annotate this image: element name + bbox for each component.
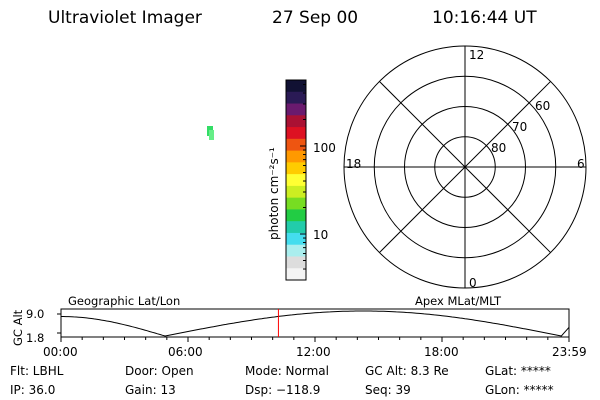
colorbar-segment xyxy=(286,115,306,128)
colorbar-segment xyxy=(286,232,306,246)
status-gain: Gain: 13 xyxy=(125,383,176,397)
colorbar-segment xyxy=(286,162,306,175)
y-tick-low: 1.8 xyxy=(26,331,44,345)
colorbar-segment xyxy=(286,197,306,211)
observation-date: 27 Sep 00 xyxy=(272,8,358,28)
x-tick-label: 23:59 xyxy=(552,345,587,359)
colorbar-segment xyxy=(286,138,306,152)
status-door: Door: Open xyxy=(125,364,194,378)
colorbar-segment xyxy=(286,185,306,199)
apex-label: Apex MLat/MLT xyxy=(415,294,502,308)
status-glat: GLat: ***** xyxy=(485,364,551,378)
altitude-curve xyxy=(61,310,570,337)
status-dsp: Dsp: −118.9 xyxy=(245,383,320,397)
status-filter: Flt: LBHL xyxy=(10,364,64,378)
colorbar-segment xyxy=(286,127,306,140)
x-tick-label: 18:00 xyxy=(424,345,459,359)
colorbar-unit-label: photon cm⁻²s⁻¹ xyxy=(267,147,281,240)
observation-time: 10:16:44 UT xyxy=(432,8,537,28)
colorbar-segment xyxy=(286,150,306,163)
colorbar-segment xyxy=(286,80,306,93)
mlt-label-0: 0 xyxy=(469,276,477,290)
colorbar xyxy=(285,79,307,281)
meridian-line xyxy=(379,81,551,253)
colorbar-segment xyxy=(286,244,306,258)
status-ip: IP: 36.0 xyxy=(10,383,55,397)
polar-plot xyxy=(343,45,587,289)
altitude-timeline xyxy=(57,308,570,342)
colorbar-segment xyxy=(286,256,306,269)
status-mode: Mode: Normal xyxy=(245,364,329,378)
status-gc-alt: GC Alt: 8.3 Re xyxy=(365,364,449,378)
colorbar-frame xyxy=(285,79,307,281)
lat-label-60: 60 xyxy=(535,99,550,113)
timeline-ylabel: GC Alt xyxy=(11,309,25,346)
x-tick-label: 06:00 xyxy=(168,345,203,359)
emission-spot xyxy=(209,130,214,140)
colorbar-segment xyxy=(286,91,306,105)
lat-label-70: 70 xyxy=(512,120,527,134)
geographic-label: Geographic Lat/Lon xyxy=(68,294,180,308)
lat-label-80: 80 xyxy=(491,141,506,155)
x-tick-label: 00:00 xyxy=(43,345,78,359)
mlt-label-18: 18 xyxy=(346,157,361,171)
instrument-title: Ultraviolet Imager xyxy=(48,8,202,28)
image-panel xyxy=(207,126,214,140)
status-glon: GLon: ***** xyxy=(485,383,554,397)
x-tick-label: 12:00 xyxy=(296,345,331,359)
colorbar-tick-label: 100 xyxy=(313,141,336,155)
y-tick-high: 9.0 xyxy=(26,307,44,321)
mlt-label-6: 6 xyxy=(577,157,585,171)
colorbar-segment xyxy=(286,221,306,234)
colorbar-segment xyxy=(286,268,306,281)
colorbar-segment xyxy=(286,174,306,187)
colorbar-segment xyxy=(286,209,306,222)
status-seq: Seq: 39 xyxy=(365,383,411,397)
mlt-label-12: 12 xyxy=(469,48,484,62)
colorbar-tick-label: 10 xyxy=(313,228,328,242)
colorbar-segment xyxy=(286,103,306,116)
